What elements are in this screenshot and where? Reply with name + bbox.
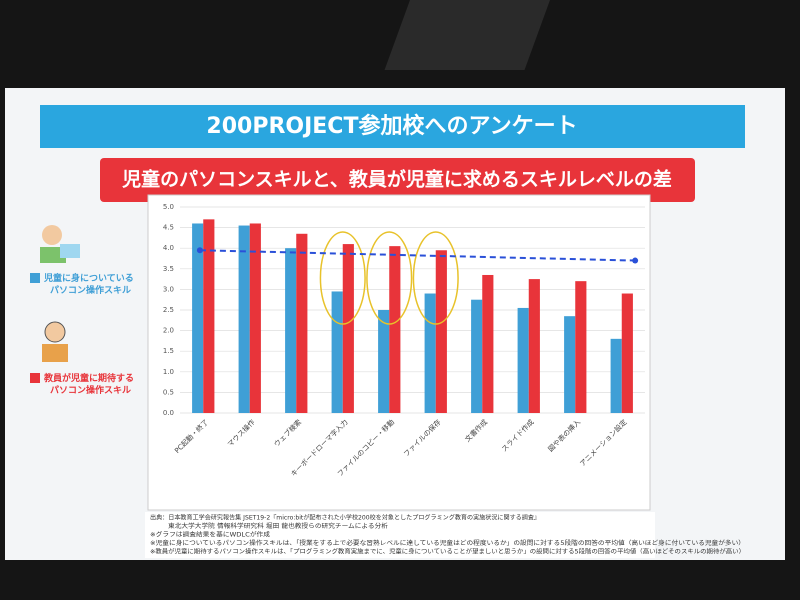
highlight-circle — [412, 231, 459, 325]
bar — [238, 225, 250, 413]
ceiling-light — [384, 0, 550, 70]
note: ※児童に身についているパソコン操作スキルは、「授業をする上で必要な習熟レベルに達… — [150, 539, 745, 547]
bar — [471, 299, 483, 413]
subtitle-box — [100, 158, 695, 202]
y-tick-label: 5.0 — [163, 203, 174, 211]
legend-swatch — [30, 373, 40, 383]
bar — [249, 223, 261, 413]
bar — [528, 279, 540, 413]
bar — [285, 248, 297, 413]
bar — [192, 223, 204, 413]
y-tick-label: 3.5 — [163, 265, 174, 273]
bar — [564, 316, 576, 413]
title: 200PROJECT参加校へのアンケート — [206, 113, 577, 139]
note: 出典：日本教育工学会研究報告集 JSET19-2『micro:bitが配布された… — [150, 514, 540, 522]
y-tick-label: 1.0 — [163, 368, 174, 376]
bar — [389, 246, 401, 413]
highlight-circle — [319, 231, 366, 325]
y-tick-label: 0.0 — [163, 409, 174, 417]
legend-swatch — [30, 273, 40, 283]
y-tick-label: 4.5 — [163, 224, 174, 232]
bar — [424, 293, 436, 413]
bar — [378, 310, 390, 413]
title-bar — [40, 105, 745, 148]
highlight-circle — [366, 231, 413, 325]
bar — [575, 281, 587, 413]
bar — [435, 250, 447, 413]
y-tick-label: 0.5 — [163, 388, 174, 396]
teacher-icon — [42, 321, 68, 362]
bar — [621, 293, 633, 413]
bar — [610, 338, 622, 413]
dashed-line-end — [632, 257, 639, 264]
dashed-line-end — [196, 247, 203, 254]
bar — [342, 244, 354, 413]
bar — [482, 274, 494, 413]
legend-label: 教員が児童に期待するパソコン操作スキル — [43, 372, 134, 396]
dashed-line — [199, 249, 636, 262]
child-icon — [40, 225, 80, 263]
y-tick-label: 2.5 — [163, 306, 174, 314]
bar — [517, 307, 529, 413]
y-tick-label: 1.5 — [163, 347, 174, 355]
legend-label: 児童に身についているパソコン操作スキル — [43, 272, 134, 296]
y-tick-label: 4.0 — [163, 244, 174, 252]
subtitle: 児童のパソコンスキルと、教員が児童に求めるスキルレベルの差 — [121, 168, 672, 191]
bar — [296, 233, 308, 413]
y-tick-label: 3.0 — [163, 285, 174, 293]
note: 東北大学大学院 情報科学研究科 堀田 龍也教授らの研究チームによる分析 — [168, 522, 388, 530]
note: ※グラフは調査結果を基にWDLCが作成 — [150, 531, 270, 539]
bar — [331, 291, 343, 413]
notes-box — [145, 512, 655, 558]
note: ※教員が児童に期待するパソコン操作スキルは、「プログラミング教育実施までに、児童… — [150, 548, 745, 556]
y-tick-label: 2.0 — [163, 327, 174, 335]
bar — [203, 219, 215, 413]
